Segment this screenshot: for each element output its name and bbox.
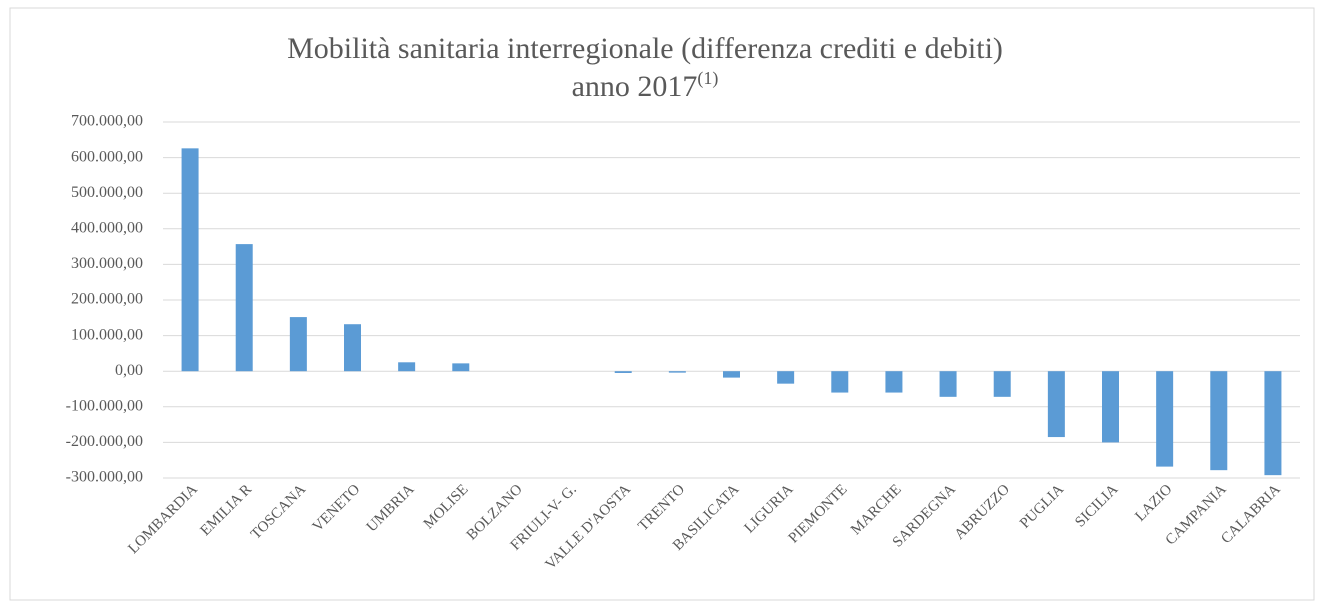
bar: [289, 317, 307, 372]
y-tick-label: 700.000,00: [71, 113, 143, 130]
subtitle-note: (1): [697, 68, 718, 89]
chart-title: Mobilità sanitaria interregionale (diffe…: [287, 32, 1003, 65]
bar: [1102, 371, 1119, 443]
y-tick-label: 0,00: [115, 362, 143, 379]
y-tick-label: 200.000,00: [71, 291, 143, 308]
y-tick-label: -300.000,00: [66, 469, 143, 486]
y-tick-label: -200.000,00: [66, 433, 143, 450]
bar: [885, 371, 903, 393]
bar: [939, 371, 957, 397]
bar: [181, 148, 199, 372]
bar: [777, 371, 795, 384]
bar: [398, 362, 416, 372]
y-tick-label: 600.000,00: [71, 148, 143, 165]
subtitle-text: anno 2017: [572, 70, 698, 103]
bar: [1156, 371, 1174, 467]
bar: [1047, 371, 1065, 438]
y-tick-label: 500.000,00: [71, 184, 143, 201]
bar: [614, 371, 632, 373]
bar: [993, 371, 1011, 397]
y-tick-label: -100.000,00: [66, 397, 143, 414]
y-tick-label: 300.000,00: [71, 255, 143, 272]
bar: [235, 244, 253, 372]
bar: [831, 371, 849, 393]
chart-frame: [9, 7, 1315, 601]
bar: [1264, 371, 1282, 476]
bar: [452, 363, 470, 372]
bar: [723, 371, 740, 378]
chart-subtitle: anno 2017(1): [572, 68, 719, 103]
bar: [344, 324, 361, 372]
bar: [668, 371, 686, 373]
y-tick-label: 400.000,00: [71, 219, 143, 236]
y-tick-label: 100.000,00: [71, 326, 143, 343]
bar: [1210, 371, 1228, 471]
